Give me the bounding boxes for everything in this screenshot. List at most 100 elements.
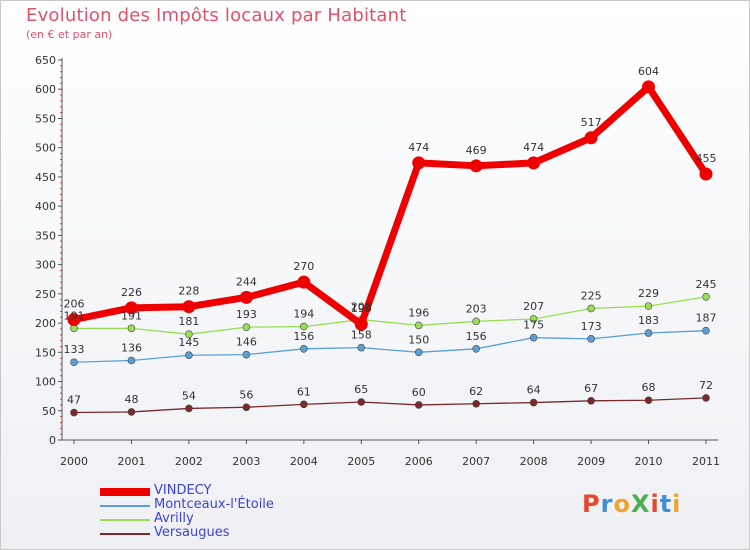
data-label: 64	[527, 384, 541, 397]
data-point	[642, 80, 656, 94]
axes: 0 50 100 150 200 250 300 350 400 450 500 550 600 650 2…	[35, 54, 720, 468]
x-tick-label: 2001	[117, 455, 145, 468]
data-label: 191	[64, 309, 85, 322]
data-labels: 206 226 228 244 270 198 474 469 474 517 604 455 133 1…	[64, 65, 717, 407]
data-label: 206	[64, 298, 85, 311]
data-point	[124, 301, 138, 315]
y-tick-label: 600	[35, 83, 56, 96]
logo-letter: P	[582, 490, 601, 518]
data-label: 48	[124, 393, 138, 406]
data-label: 175	[523, 319, 544, 332]
data-point	[300, 344, 308, 353]
data-label: 194	[293, 308, 314, 321]
data-point	[127, 408, 136, 416]
data-point	[702, 394, 710, 402]
data-point	[357, 343, 366, 352]
data-point	[587, 304, 595, 313]
data-label: 156	[466, 330, 487, 343]
logo-letter: r	[600, 490, 614, 518]
data-point	[584, 131, 598, 145]
y-tick-label: 100	[35, 376, 56, 389]
chart-title: Evolution des Impôts locaux par Habitant	[26, 5, 407, 26]
x-tick-label: 2009	[577, 455, 605, 468]
data-point	[469, 159, 483, 173]
series-line-2	[74, 296, 707, 335]
data-point	[702, 326, 710, 335]
y-tick-label: 250	[35, 288, 56, 301]
data-point	[644, 302, 653, 310]
x-tick-label: 2007	[462, 455, 490, 468]
data-label: 181	[178, 315, 199, 328]
data-point	[529, 398, 538, 407]
y-tick-label: 200	[35, 317, 56, 330]
series-line-1	[73, 330, 707, 363]
legend-label: VINDECY	[154, 483, 212, 498]
data-label: 150	[408, 333, 429, 346]
data-label: 225	[581, 289, 602, 302]
data-point	[300, 400, 308, 409]
data-point	[414, 401, 423, 409]
data-label: 187	[696, 312, 717, 325]
logo-letter: t	[659, 490, 673, 518]
data-point	[70, 408, 78, 417]
y-tick-label: 50	[42, 405, 56, 418]
data-label: 244	[236, 275, 257, 288]
logo-letter: X	[630, 490, 651, 518]
data-label: 62	[469, 385, 483, 398]
data-point	[127, 356, 136, 365]
x-tick-label: 2005	[347, 455, 375, 468]
data-point	[529, 315, 538, 323]
data-label: 60	[412, 386, 426, 399]
x-tick-label: 2003	[232, 455, 260, 468]
x-tick-label: 2006	[405, 455, 433, 468]
series-line-3	[73, 397, 707, 414]
y-tick-label: 150	[35, 346, 56, 359]
data-point	[297, 275, 311, 289]
data-label: 517	[581, 116, 602, 129]
data-point	[239, 290, 253, 304]
data-label: 156	[293, 330, 314, 343]
series-line-0	[73, 83, 709, 328]
data-point	[587, 397, 595, 405]
legend-swatch	[100, 488, 150, 496]
y-tick-label: 450	[35, 171, 56, 184]
data-point	[242, 403, 251, 412]
legend-item: VINDECY	[100, 483, 300, 498]
y-tick-label: 550	[35, 112, 56, 125]
data-label: 173	[581, 320, 602, 333]
data-point	[412, 156, 426, 170]
data-label: 136	[121, 341, 142, 354]
data-point	[185, 351, 193, 360]
data-label: 68	[642, 381, 656, 394]
y-tick-label: 300	[35, 259, 56, 272]
data-label: 604	[638, 65, 659, 78]
data-point	[70, 358, 78, 367]
data-label: 270	[293, 260, 314, 273]
data-point	[527, 156, 541, 170]
series-lines	[67, 80, 713, 417]
y-tick-label: 350	[35, 229, 56, 242]
data-point	[300, 322, 308, 331]
data-point	[354, 317, 368, 331]
data-point	[127, 324, 136, 333]
data-point	[185, 404, 193, 413]
data-label: 72	[699, 379, 713, 392]
logo-letter: o	[613, 490, 631, 518]
data-point	[182, 300, 196, 314]
data-label: 474	[408, 141, 429, 154]
x-tick-label: 2010	[635, 455, 663, 468]
y-tick-label: 0	[49, 434, 56, 447]
data-label: 469	[466, 144, 487, 157]
data-label: 56	[239, 388, 253, 401]
data-label: 198	[351, 302, 372, 315]
proxiti-logo: ProXiti	[582, 490, 681, 518]
data-point	[529, 333, 538, 342]
logo-letter: i	[672, 490, 682, 518]
x-tick-label: 2002	[175, 455, 203, 468]
legend-item: Avrilly	[100, 511, 300, 526]
data-point	[644, 329, 653, 337]
data-label: 183	[638, 314, 659, 327]
legend-swatch	[100, 505, 150, 507]
